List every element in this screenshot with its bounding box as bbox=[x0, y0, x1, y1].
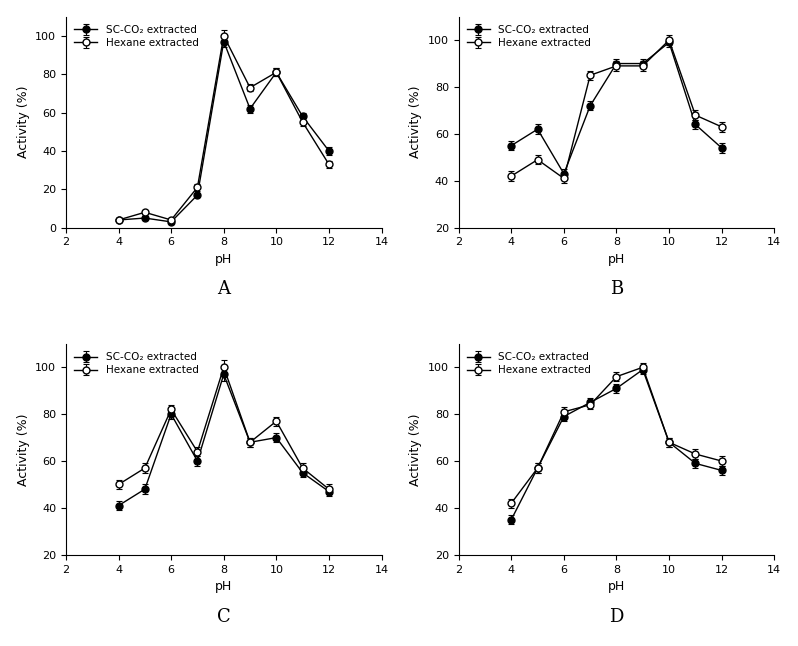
Legend: SC-CO₂ extracted, Hexane extracted: SC-CO₂ extracted, Hexane extracted bbox=[464, 22, 595, 51]
Y-axis label: Activity (%): Activity (%) bbox=[17, 86, 30, 158]
Legend: SC-CO₂ extracted, Hexane extracted: SC-CO₂ extracted, Hexane extracted bbox=[464, 349, 595, 379]
Text: D: D bbox=[610, 607, 624, 625]
Text: A: A bbox=[217, 280, 231, 298]
Y-axis label: Activity (%): Activity (%) bbox=[409, 413, 422, 486]
X-axis label: pH: pH bbox=[608, 580, 625, 593]
Y-axis label: Activity (%): Activity (%) bbox=[409, 86, 422, 158]
Y-axis label: Activity (%): Activity (%) bbox=[17, 413, 30, 486]
Text: B: B bbox=[610, 280, 623, 298]
X-axis label: pH: pH bbox=[215, 253, 232, 266]
X-axis label: pH: pH bbox=[608, 253, 625, 266]
Legend: SC-CO₂ extracted, Hexane extracted: SC-CO₂ extracted, Hexane extracted bbox=[71, 22, 202, 51]
Legend: SC-CO₂ extracted, Hexane extracted: SC-CO₂ extracted, Hexane extracted bbox=[71, 349, 202, 379]
Text: C: C bbox=[217, 607, 231, 625]
X-axis label: pH: pH bbox=[215, 580, 232, 593]
